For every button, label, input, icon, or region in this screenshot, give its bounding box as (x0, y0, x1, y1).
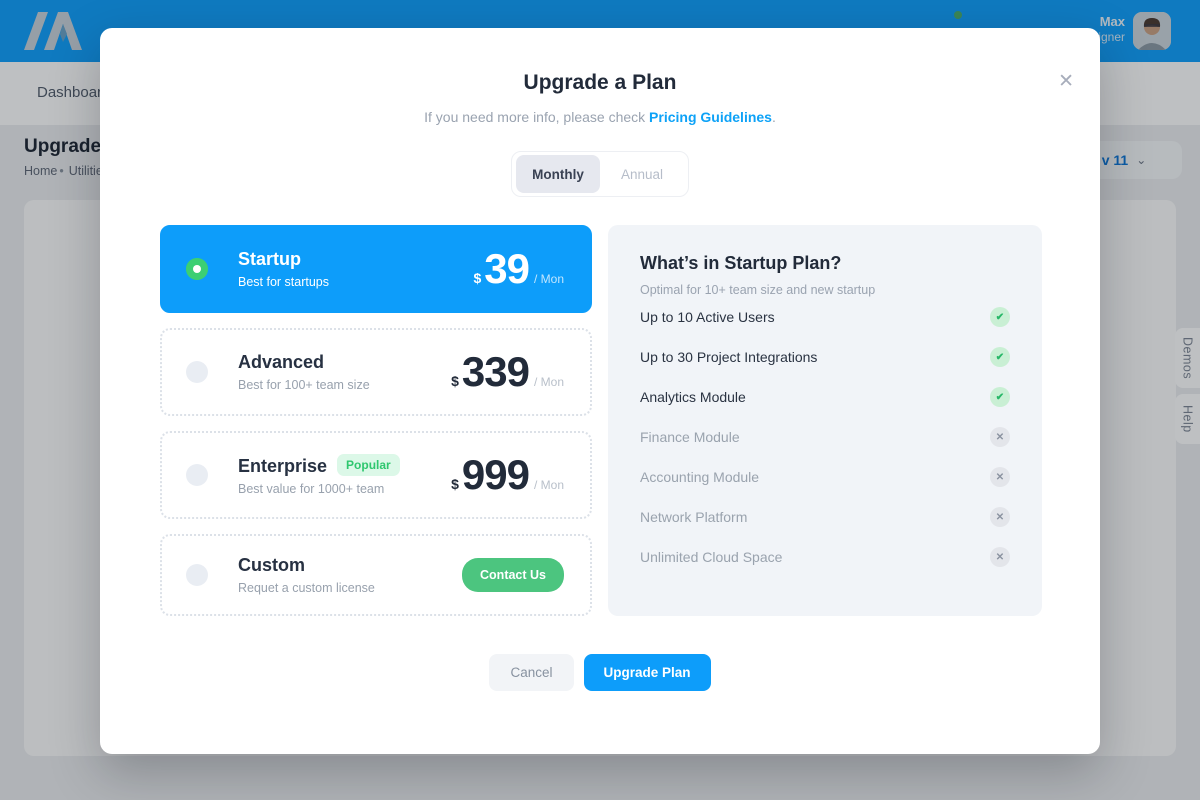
plan-price: $ 339 / Mon (451, 348, 564, 396)
plan-card-startup[interactable]: Startup Best for startups $ 39 / Mon (160, 225, 592, 313)
radio-unselected-icon[interactable] (186, 361, 208, 383)
toggle-annual[interactable]: Annual (620, 166, 664, 182)
subtitle-text: If you need more info, please check (424, 109, 650, 125)
plan-list: Startup Best for startups $ 39 / Mon Adv… (160, 225, 592, 616)
details-title: What’s in Startup Plan? (640, 253, 842, 273)
plan-name: Enterprise (238, 456, 328, 476)
cancel-button[interactable]: Cancel (489, 654, 574, 691)
breadcrumb: Home • Utilities (24, 164, 109, 178)
check-icon: ✔ (990, 347, 1010, 367)
price-period: / Mon (533, 272, 564, 286)
plan-name: Advanced (238, 352, 325, 372)
x-icon: ✕ (990, 427, 1010, 447)
feature-row: Network Platform ✕ (640, 497, 1010, 537)
nav-item-dashboards[interactable]: Dashboards (37, 84, 118, 101)
app-logo-icon[interactable] (24, 12, 82, 50)
feature-row: Unlimited Cloud Space ✕ (640, 537, 1010, 577)
feature-label: Analytics Module (640, 389, 746, 405)
subtitle-period: . (771, 109, 776, 125)
currency-symbol: $ (451, 476, 459, 492)
plan-card-advanced[interactable]: Advanced Best for 100+ team size $ 339 /… (160, 328, 592, 416)
breadcrumb-separator: • (59, 164, 64, 178)
price-amount: 339 (461, 348, 530, 395)
radio-unselected-icon[interactable] (186, 464, 208, 486)
plan-card-custom[interactable]: Custom Requet a custom license Contact U… (160, 534, 592, 616)
feature-row: Accounting Module ✕ (640, 457, 1010, 497)
version-label: v 11 (1101, 152, 1129, 168)
price-amount: 39 (484, 245, 530, 292)
price-period: / Mon (533, 478, 564, 492)
feature-label: Network Platform (640, 509, 748, 525)
close-icon[interactable]: ✕ (1058, 71, 1074, 92)
x-icon: ✕ (990, 507, 1010, 527)
feature-label: Finance Module (640, 429, 740, 445)
check-icon: ✔ (990, 387, 1010, 407)
plan-details-panel: What’s in Startup Plan? Optimal for 10+ … (608, 225, 1042, 616)
currency-symbol: $ (473, 270, 482, 286)
upgrade-plan-modal: ✕ Upgrade a Plan If you need more info, … (100, 28, 1100, 754)
contact-us-button[interactable]: Contact Us (462, 558, 564, 592)
feature-row: Finance Module ✕ (640, 417, 1010, 457)
x-icon: ✕ (990, 547, 1010, 567)
pricing-guidelines-link[interactable]: Pricing Guidelines (649, 109, 772, 125)
radio-unselected-icon[interactable] (186, 564, 208, 586)
modal-subtitle: If you need more info, please check Pric… (100, 109, 1100, 125)
breadcrumb-home[interactable]: Home (24, 164, 58, 178)
side-tab-demos[interactable]: Demos (1175, 328, 1200, 388)
plan-description: Best value for 1000+ team (238, 482, 385, 496)
feature-label: Unlimited Cloud Space (640, 549, 783, 565)
x-icon: ✕ (990, 467, 1010, 487)
feature-row: Up to 10 Active Users ✔ (640, 297, 1010, 337)
breadcrumb-utilities[interactable]: Utilities (68, 164, 110, 178)
plan-price: $ 999 / Mon (451, 451, 564, 499)
billing-period-toggle: Monthly Annual (511, 151, 689, 197)
upgrade-plan-button[interactable]: Upgrade Plan (583, 654, 711, 691)
details-subtitle: Optimal for 10+ team size and new startu… (640, 283, 876, 297)
feature-label: Accounting Module (640, 469, 760, 485)
popular-badge: Popular (337, 454, 400, 476)
plan-name: Startup (238, 249, 301, 269)
feature-label: Up to 30 Project Integrations (640, 349, 818, 365)
price-period: / Mon (533, 375, 564, 389)
user-name: Max (1099, 14, 1125, 29)
price-amount: 999 (461, 451, 530, 498)
radio-selected-icon[interactable] (186, 258, 208, 280)
feature-label: Up to 10 Active Users (640, 309, 775, 325)
side-tab-demos-label: Demos (1180, 336, 1195, 380)
avatar-image (1133, 12, 1171, 50)
user-avatar[interactable] (1133, 12, 1171, 50)
chevron-down-icon: ⌄ (1136, 153, 1147, 167)
currency-symbol: $ (451, 373, 459, 389)
plan-description: Best for startups (238, 275, 330, 289)
check-icon: ✔ (990, 307, 1010, 327)
modal-footer: Cancel Upgrade Plan (100, 654, 1100, 691)
plan-description: Requet a custom license (238, 581, 375, 595)
plan-description: Best for 100+ team size (238, 378, 370, 392)
side-tab-help-label: Help (1180, 405, 1195, 433)
side-tab-help[interactable]: Help (1175, 394, 1200, 444)
notification-dot (954, 11, 962, 19)
feature-row: Up to 30 Project Integrations ✔ (640, 337, 1010, 377)
plan-card-enterprise[interactable]: Enterprise Popular Best value for 1000+ t… (160, 431, 592, 519)
plan-name: Custom (238, 555, 305, 575)
feature-row: Analytics Module ✔ (640, 377, 1010, 417)
toggle-monthly[interactable]: Monthly (516, 155, 600, 193)
modal-title: Upgrade a Plan (523, 71, 677, 94)
plan-price: $ 39 / Mon (473, 245, 564, 293)
